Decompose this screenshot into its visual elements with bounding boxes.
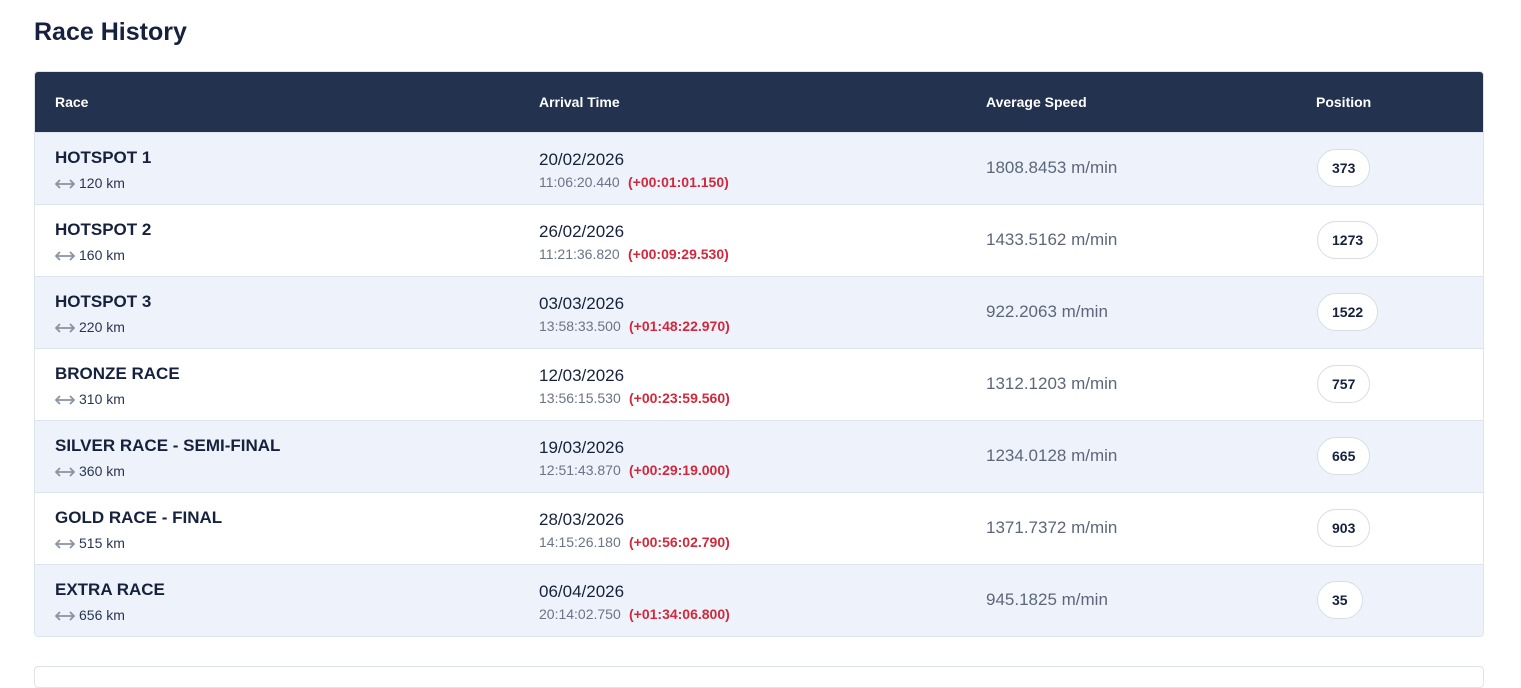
position-badge: 1273 bbox=[1317, 221, 1379, 259]
time-delta: (+00:56:02.790) bbox=[629, 534, 730, 550]
average-speed: 922.2063 m/min bbox=[986, 302, 1108, 321]
arrival-date: 19/03/2026 bbox=[539, 438, 625, 457]
arrival-time: 12:51:43.870 bbox=[539, 462, 621, 478]
distance-icon bbox=[55, 539, 75, 549]
position-badge: 903 bbox=[1317, 509, 1371, 547]
time-delta: (+00:23:59.560) bbox=[629, 390, 730, 406]
race-name: SILVER RACE - SEMI-FINAL bbox=[55, 436, 281, 455]
table-row: HOTSPOT 1 120 km 20/02/2026 11:06:20.440 (+0… bbox=[35, 132, 1483, 204]
distance-icon bbox=[55, 611, 75, 621]
race-name: EXTRA RACE bbox=[55, 580, 165, 599]
position-badge: 757 bbox=[1317, 365, 1371, 403]
table-row: BRONZE RACE 310 km 12/03/2026 13:56:15.530 (… bbox=[35, 348, 1483, 420]
race-distance: 310 km bbox=[79, 391, 125, 407]
arrival-time: 20:14:02.750 bbox=[539, 606, 621, 622]
page-title: Race History bbox=[34, 18, 187, 46]
table-header: Race Arrival Time Average Speed Position bbox=[35, 72, 1483, 132]
time-delta: (+01:48:22.970) bbox=[629, 318, 730, 334]
arrival-time: 11:06:20.440 bbox=[539, 174, 620, 190]
race-name: BRONZE RACE bbox=[55, 364, 180, 383]
distance-icon bbox=[55, 467, 75, 477]
header-cell: Position bbox=[1316, 94, 1372, 110]
distance-icon bbox=[55, 323, 75, 333]
race-distance: 515 km bbox=[79, 535, 125, 551]
average-speed: 1234.0128 m/min bbox=[986, 446, 1118, 465]
time-delta: (+00:01:01.150) bbox=[628, 174, 729, 190]
average-speed: 945.1825 m/min bbox=[986, 590, 1108, 609]
page: Race History Race Arrival Time Average S… bbox=[34, 18, 1484, 688]
next-card bbox=[34, 666, 1484, 688]
header-cell: Race bbox=[55, 94, 89, 110]
header-cell: Arrival Time bbox=[539, 94, 620, 110]
race-distance: 120 km bbox=[79, 175, 125, 191]
distance-icon bbox=[55, 395, 75, 405]
arrival-date: 28/03/2026 bbox=[539, 510, 625, 529]
average-speed: 1312.1203 m/min bbox=[986, 374, 1118, 393]
race-name: GOLD RACE - FINAL bbox=[55, 508, 223, 527]
arrival-date: 12/03/2026 bbox=[539, 366, 625, 385]
arrival-date: 06/04/2026 bbox=[539, 582, 625, 601]
position-badge: 665 bbox=[1317, 437, 1371, 475]
race-name: HOTSPOT 1 bbox=[55, 148, 152, 167]
race-table: Race Arrival Time Average Speed Position… bbox=[34, 71, 1484, 637]
distance-icon bbox=[55, 179, 75, 189]
arrival-date: 26/02/2026 bbox=[539, 222, 625, 241]
arrival-time: 13:58:33.500 bbox=[539, 318, 621, 334]
time-delta: (+00:09:29.530) bbox=[628, 246, 729, 262]
average-speed: 1808.8453 m/min bbox=[986, 158, 1118, 177]
race-distance: 656 km bbox=[79, 607, 125, 623]
arrival-date: 20/02/2026 bbox=[539, 150, 625, 169]
average-speed: 1433.5162 m/min bbox=[986, 230, 1118, 249]
average-speed: 1371.7372 m/min bbox=[986, 518, 1118, 537]
position-badge: 1522 bbox=[1317, 293, 1379, 331]
arrival-time: 14:15:26.180 bbox=[539, 534, 621, 550]
table-row: SILVER RACE - SEMI-FINAL 360 km 19/03/2026… bbox=[35, 420, 1483, 492]
time-delta: (+00:29:19.000) bbox=[629, 462, 730, 478]
arrival-time: 13:56:15.530 bbox=[539, 390, 621, 406]
header-cell: Average Speed bbox=[986, 94, 1087, 110]
race-distance: 160 km bbox=[79, 247, 125, 263]
time-delta: (+01:34:06.800) bbox=[629, 606, 730, 622]
table-row: HOTSPOT 2 160 km 26/02/2026 11:21:36.820 (+0… bbox=[35, 204, 1483, 276]
race-name: HOTSPOT 2 bbox=[55, 220, 152, 239]
arrival-time: 11:21:36.820 bbox=[539, 246, 620, 262]
race-distance: 220 km bbox=[79, 319, 125, 335]
arrival-date: 03/03/2026 bbox=[539, 294, 625, 313]
table-row: HOTSPOT 3 220 km 03/03/2026 13:58:33.500 (+0… bbox=[35, 276, 1483, 348]
distance-icon bbox=[55, 251, 75, 261]
race-name: HOTSPOT 3 bbox=[55, 292, 152, 311]
table-row: EXTRA RACE 656 km 06/04/2026 20:14:02.750 (+… bbox=[35, 564, 1483, 636]
table-row: GOLD RACE - FINAL 515 km 28/03/2026 14:15:2… bbox=[35, 492, 1483, 564]
position-badge: 373 bbox=[1317, 149, 1371, 187]
race-distance: 360 km bbox=[79, 463, 125, 479]
position-badge: 35 bbox=[1317, 581, 1363, 619]
